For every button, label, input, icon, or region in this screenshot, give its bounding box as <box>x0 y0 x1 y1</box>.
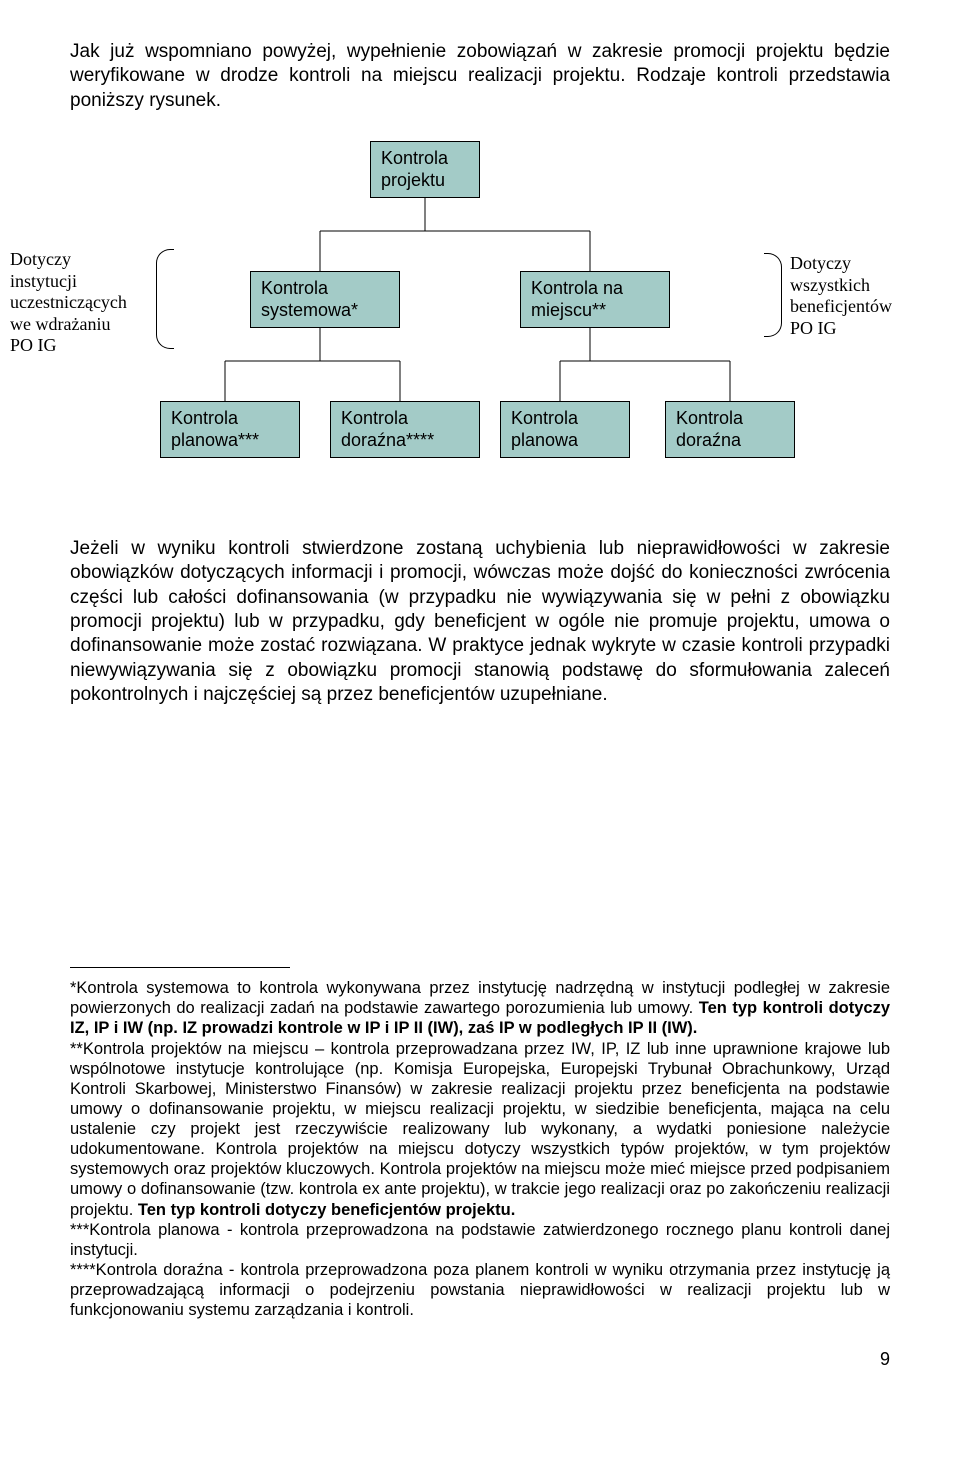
node-dorazna4: Kontrola doraźna**** <box>330 401 480 458</box>
node-root: Kontrola projektu <box>370 141 480 198</box>
node-dorazna4-l1: Kontrola <box>341 408 408 428</box>
left-annotation: Dotyczy instytucji uczestniczących we wd… <box>10 249 150 357</box>
node-dorazna4-l2: doraźna**** <box>341 430 434 450</box>
right-bracket <box>764 253 782 337</box>
node-dorazna-l1: Kontrola <box>676 408 743 428</box>
node-root-l1: Kontrola <box>381 148 448 168</box>
node-dorazna-l2: doraźna <box>676 430 741 450</box>
node-planowa3: Kontrola planowa*** <box>160 401 300 458</box>
node-miejscu-l2: miejscu** <box>531 300 606 320</box>
right-annotation: Dotyczy wszystkich beneficjentów PO IG <box>790 253 920 339</box>
node-planowa-l1: Kontrola <box>511 408 578 428</box>
left-bracket <box>156 249 174 349</box>
node-systemowa-l1: Kontrola <box>261 278 328 298</box>
left-annot-l2: instytucji <box>10 271 77 291</box>
footnote-3: ***Kontrola planowa - kontrola przeprowa… <box>70 1220 890 1260</box>
node-root-l2: projektu <box>381 170 445 190</box>
node-planowa: Kontrola planowa <box>500 401 630 458</box>
right-annot-l1: Dotyczy <box>790 253 851 273</box>
node-dorazna: Kontrola doraźna <box>665 401 795 458</box>
footnote-1: *Kontrola systemowa to kontrola wykonywa… <box>70 978 890 1038</box>
footnote-separator <box>70 967 290 968</box>
control-diagram: Kontrola projektu Dotyczy instytucji ucz… <box>70 141 890 501</box>
node-planowa3-l1: Kontrola <box>171 408 238 428</box>
left-annot-l4: we wdrażaniu <box>10 314 110 334</box>
footnote-4: ****Kontrola doraźna - kontrola przeprow… <box>70 1260 890 1320</box>
node-planowa-l2: planowa <box>511 430 578 450</box>
intro-paragraph: Jak już wspomniano powyżej, wypełnienie … <box>70 40 890 113</box>
page-number: 9 <box>70 1348 890 1371</box>
node-planowa3-l2: planowa*** <box>171 430 259 450</box>
left-annot-l5: PO IG <box>10 335 57 355</box>
right-annot-l4: PO IG <box>790 318 837 338</box>
right-annot-l3: beneficjentów <box>790 296 892 316</box>
left-annot-l1: Dotyczy <box>10 249 71 269</box>
footnote-2: **Kontrola projektów na miejscu – kontro… <box>70 1039 890 1220</box>
fn2-bold: Ten typ kontroli dotyczy beneficjentów p… <box>138 1201 515 1219</box>
footnotes: *Kontrola systemowa to kontrola wykonywa… <box>70 978 890 1320</box>
fn2-text: **Kontrola projektów na miejscu – kontro… <box>70 1040 890 1219</box>
node-systemowa-l2: systemowa* <box>261 300 358 320</box>
node-miejscu: Kontrola na miejscu** <box>520 271 670 328</box>
right-annot-l2: wszystkich <box>790 275 870 295</box>
body-paragraph: Jeżeli w wyniku kontroli stwierdzone zos… <box>70 537 890 707</box>
node-systemowa: Kontrola systemowa* <box>250 271 400 328</box>
node-miejscu-l1: Kontrola na <box>531 278 623 298</box>
left-annot-l3: uczestniczących <box>10 292 127 312</box>
